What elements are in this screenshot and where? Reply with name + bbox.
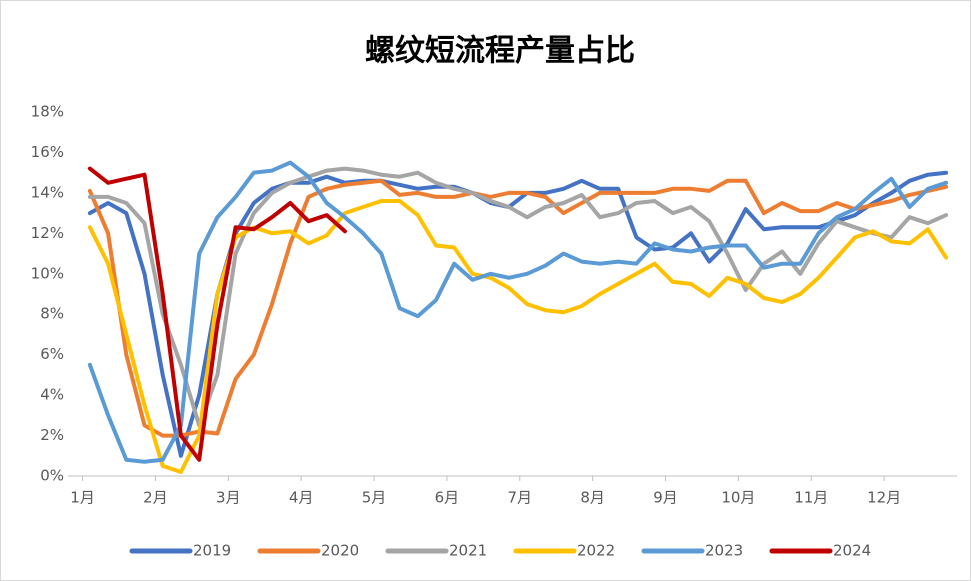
series-line [87,178,949,438]
chart-title: 螺纹短流程产量占比 [365,34,635,69]
x-tick-label: 4月 [289,489,314,507]
x-tick-label: 10月 [721,489,755,507]
y-tick-label: 14% [31,183,64,201]
y-tick-label: 12% [31,224,64,242]
y-tick-label: 8% [40,305,64,323]
legend-label: 2024 [833,542,871,560]
x-tick-label: 2月 [143,489,168,507]
legend-label: 2022 [577,542,615,560]
x-tick-label: 7月 [508,489,533,507]
series-line [87,166,949,428]
y-tick-label: 2% [40,426,64,444]
x-tick-label: 9月 [653,489,678,507]
x-tick-label: 1月 [70,489,95,507]
y-tick-label: 4% [40,386,64,404]
series-line [87,166,347,462]
y-tick-label: 18% [31,103,64,121]
x-tick-label: 8月 [580,489,605,507]
legend-label: 2019 [193,542,231,560]
x-tick-label: 11月 [794,489,828,507]
legend-label: 2021 [449,542,487,560]
legend-label: 2023 [705,542,743,560]
y-tick-label: 0% [40,467,64,485]
y-tick-label: 10% [31,264,64,282]
x-tick-label: 12月 [867,489,901,507]
x-tick-label: 3月 [216,489,241,507]
series-line [87,160,949,464]
x-tick-label: 6月 [435,489,460,507]
y-tick-label: 16% [31,143,64,161]
y-tick-label: 6% [40,345,64,363]
legend-label: 2020 [321,542,359,560]
x-tick-label: 5月 [362,489,387,507]
